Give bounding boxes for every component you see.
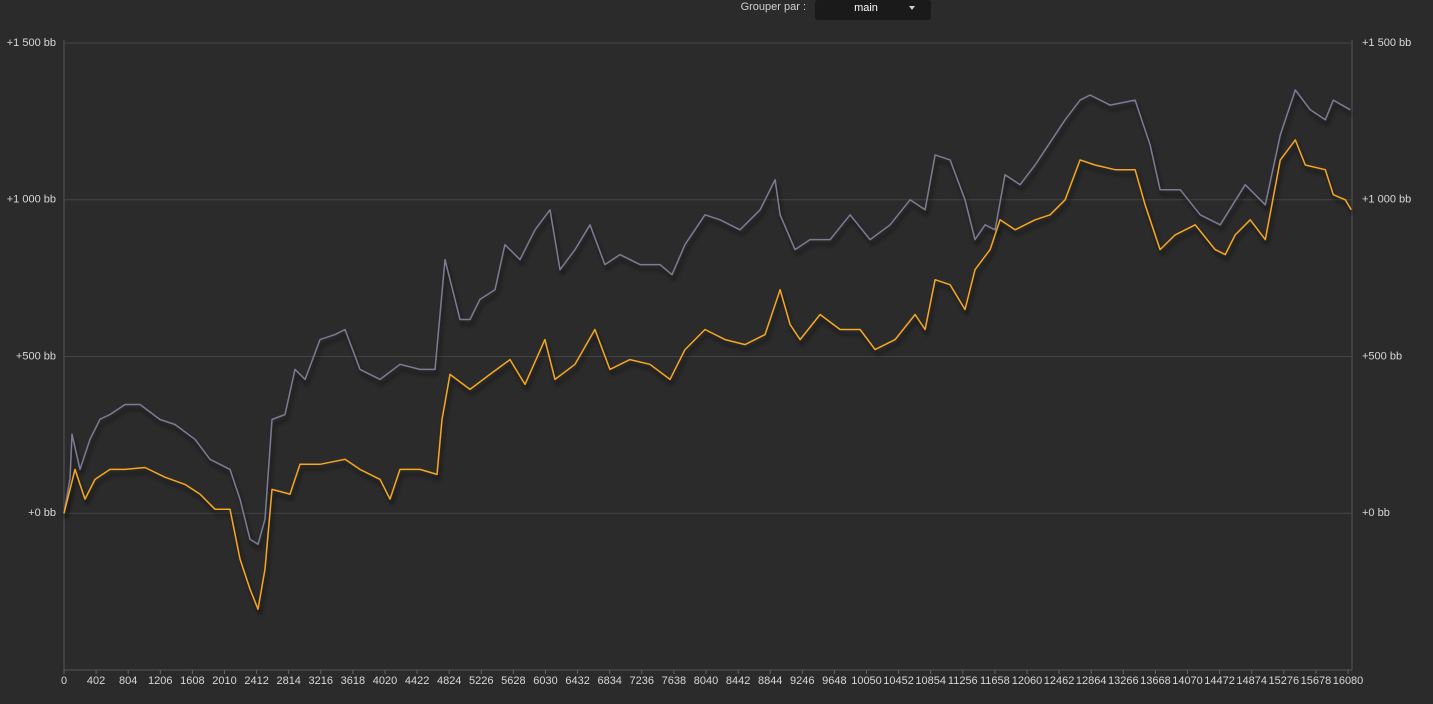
- x-tick-label: 2412: [244, 675, 268, 687]
- x-tick-label: 4824: [437, 675, 461, 687]
- x-tick-label: 2814: [276, 675, 300, 687]
- dropdown-value[interactable]: main: [854, 2, 878, 14]
- y-tick-label: +0 bb: [28, 507, 56, 519]
- x-tick-label: 4422: [405, 675, 429, 687]
- x-tick-label: 13668: [1140, 675, 1171, 687]
- x-tick-label: 5628: [501, 675, 525, 687]
- x-tick-label: 4020: [373, 675, 397, 687]
- x-tick-label: 10854: [915, 675, 946, 687]
- y-tick-label: +1 500 bb: [7, 37, 56, 49]
- x-tick-label: 3618: [341, 675, 365, 687]
- x-tick-label: 9648: [822, 675, 846, 687]
- x-tick-label: 13266: [1108, 675, 1139, 687]
- dropdown-box[interactable]: [815, 0, 931, 20]
- x-tick-label: 12864: [1076, 675, 1107, 687]
- x-tick-label: 11256: [948, 675, 978, 687]
- x-tick-label: 6432: [565, 675, 589, 687]
- x-tick-label: 804: [119, 675, 137, 687]
- x-tick-label: 2010: [212, 675, 236, 687]
- y-tick-label: +1 000 bb: [7, 194, 56, 206]
- y2-tick-label: +0 bb: [1362, 507, 1390, 519]
- x-tick-label: 0: [61, 675, 67, 687]
- x-tick-label: 14472: [1204, 675, 1235, 687]
- x-tick-label: 8040: [694, 675, 718, 687]
- series-line: [63, 139, 1352, 610]
- x-tick-label: 1608: [180, 675, 204, 687]
- y2-tick-label: +1 000 bb: [1362, 194, 1411, 206]
- x-tick-label: 5226: [469, 675, 493, 687]
- x-tick-label: 6834: [597, 675, 621, 687]
- x-tick-label: 8442: [726, 675, 750, 687]
- x-tick-label: 12462: [1044, 675, 1075, 687]
- x-tick-label: 15276: [1269, 675, 1300, 687]
- x-tick-label: 7236: [630, 675, 654, 687]
- x-tick-label: 8844: [758, 675, 782, 687]
- y2-tick-label: +500 bb: [1362, 350, 1402, 362]
- x-tick-label: 6030: [533, 675, 557, 687]
- x-tick-label: 15678: [1301, 675, 1332, 687]
- y-tick-label: +500 bb: [16, 350, 56, 362]
- x-tick-label: 14070: [1172, 675, 1203, 687]
- x-tick-label: 16080: [1333, 675, 1364, 687]
- x-tick-label: 10452: [883, 675, 914, 687]
- group-dropdown[interactable]: main: [815, 0, 931, 20]
- x-tick-label: 12060: [1012, 675, 1043, 687]
- x-tick-label: 402: [87, 675, 105, 687]
- x-tick-label: 7638: [662, 675, 686, 687]
- group-label: Grouper par :: [741, 1, 806, 13]
- x-tick-label: 10050: [851, 675, 882, 687]
- x-tick-label: 9246: [790, 675, 814, 687]
- x-tick-label: 1206: [148, 675, 172, 687]
- series-line: [63, 89, 1351, 546]
- dropdown-arrow[interactable]: [909, 6, 915, 10]
- x-tick-label: 14874: [1236, 675, 1267, 687]
- x-tick-label: 11658: [980, 675, 1010, 687]
- y2-tick-label: +1 500 bb: [1362, 37, 1411, 49]
- x-tick-label: 3216: [309, 675, 333, 687]
